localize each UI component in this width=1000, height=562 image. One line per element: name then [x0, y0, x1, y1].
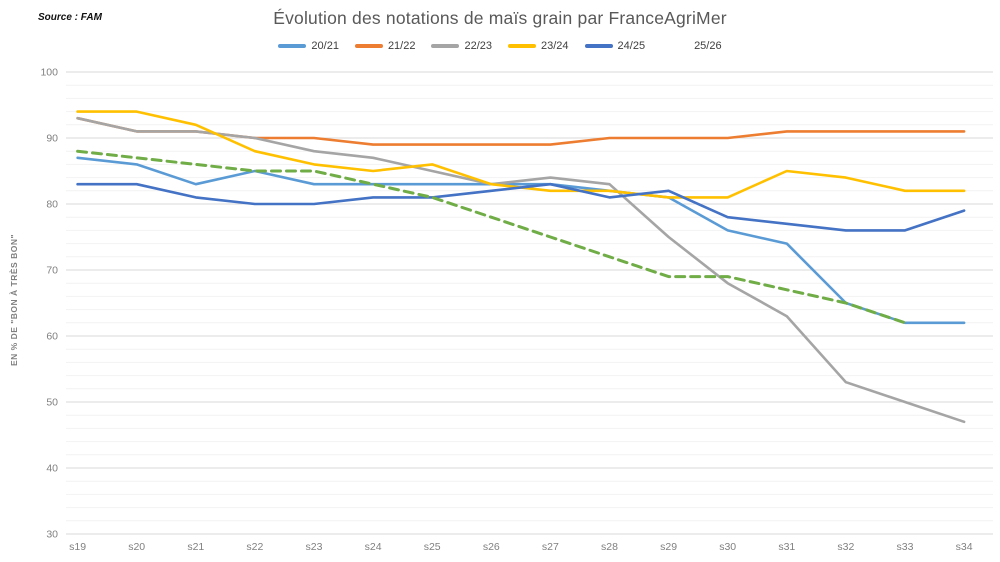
x-tick-label: s20 [128, 541, 145, 553]
legend-label: 22/23 [464, 40, 492, 52]
legend-swatch [278, 44, 307, 48]
legend-label: 21/22 [387, 40, 416, 52]
x-tick-label: s31 [778, 541, 795, 553]
x-tick-label: s32 [837, 541, 854, 553]
x-tick-label: s23 [306, 541, 323, 553]
legend-item-20-21: 20/21 [278, 40, 339, 52]
series-line-22-23 [76, 116, 966, 424]
legend-swatch [431, 44, 460, 48]
legend-label: 24/25 [617, 40, 646, 52]
legend-item-22-23: 22/23 [431, 40, 492, 52]
x-tick-label: s24 [365, 541, 382, 553]
x-tick-label: s19 [69, 541, 86, 553]
y-tick-label: 90 [46, 133, 58, 145]
series-line-24-25 [76, 182, 966, 232]
y-tick-label: 60 [46, 331, 58, 343]
y-tick-label: 30 [46, 529, 58, 541]
legend: 20/21 21/22 22/23 23/24 24/25 25/26 [0, 40, 1000, 52]
legend-swatch [508, 44, 536, 48]
x-tick-label: s22 [246, 541, 263, 553]
legend-label: 20/21 [311, 40, 339, 52]
y-tick-label: 70 [46, 265, 58, 277]
x-tick-label: s26 [483, 541, 500, 553]
legend-item-21-22: 21/22 [354, 40, 416, 52]
x-tick-label: s29 [660, 541, 677, 553]
legend-item-23-24: 23/24 [508, 40, 569, 52]
y-tick-label: 100 [40, 67, 58, 79]
legend-swatch [354, 44, 383, 48]
y-tick-label: 40 [46, 463, 58, 475]
series-line-20-21 [76, 156, 966, 325]
x-tick-label: s30 [719, 541, 736, 553]
x-tick-label: s28 [601, 541, 618, 553]
legend-label: 23/24 [541, 40, 569, 52]
y-tick-label: 50 [46, 397, 58, 409]
x-tick-label: s33 [897, 541, 914, 553]
series-line-25-26 [76, 149, 907, 325]
x-tick-label: s25 [424, 541, 441, 553]
source-label: Source : FAM [38, 12, 102, 23]
x-tick-label: s34 [956, 541, 973, 553]
x-tick-label: s27 [542, 541, 559, 553]
legend-label: 25/26 [694, 40, 722, 52]
legend-swatch [584, 44, 613, 48]
legend-item-25-26: 25/26 [661, 40, 722, 52]
legend-item-24-25: 24/25 [584, 40, 646, 52]
chart-title: Évolution des notations de maïs grain pa… [273, 8, 727, 28]
y-tick-label: 80 [46, 199, 58, 211]
x-tick-label: s21 [187, 541, 204, 553]
